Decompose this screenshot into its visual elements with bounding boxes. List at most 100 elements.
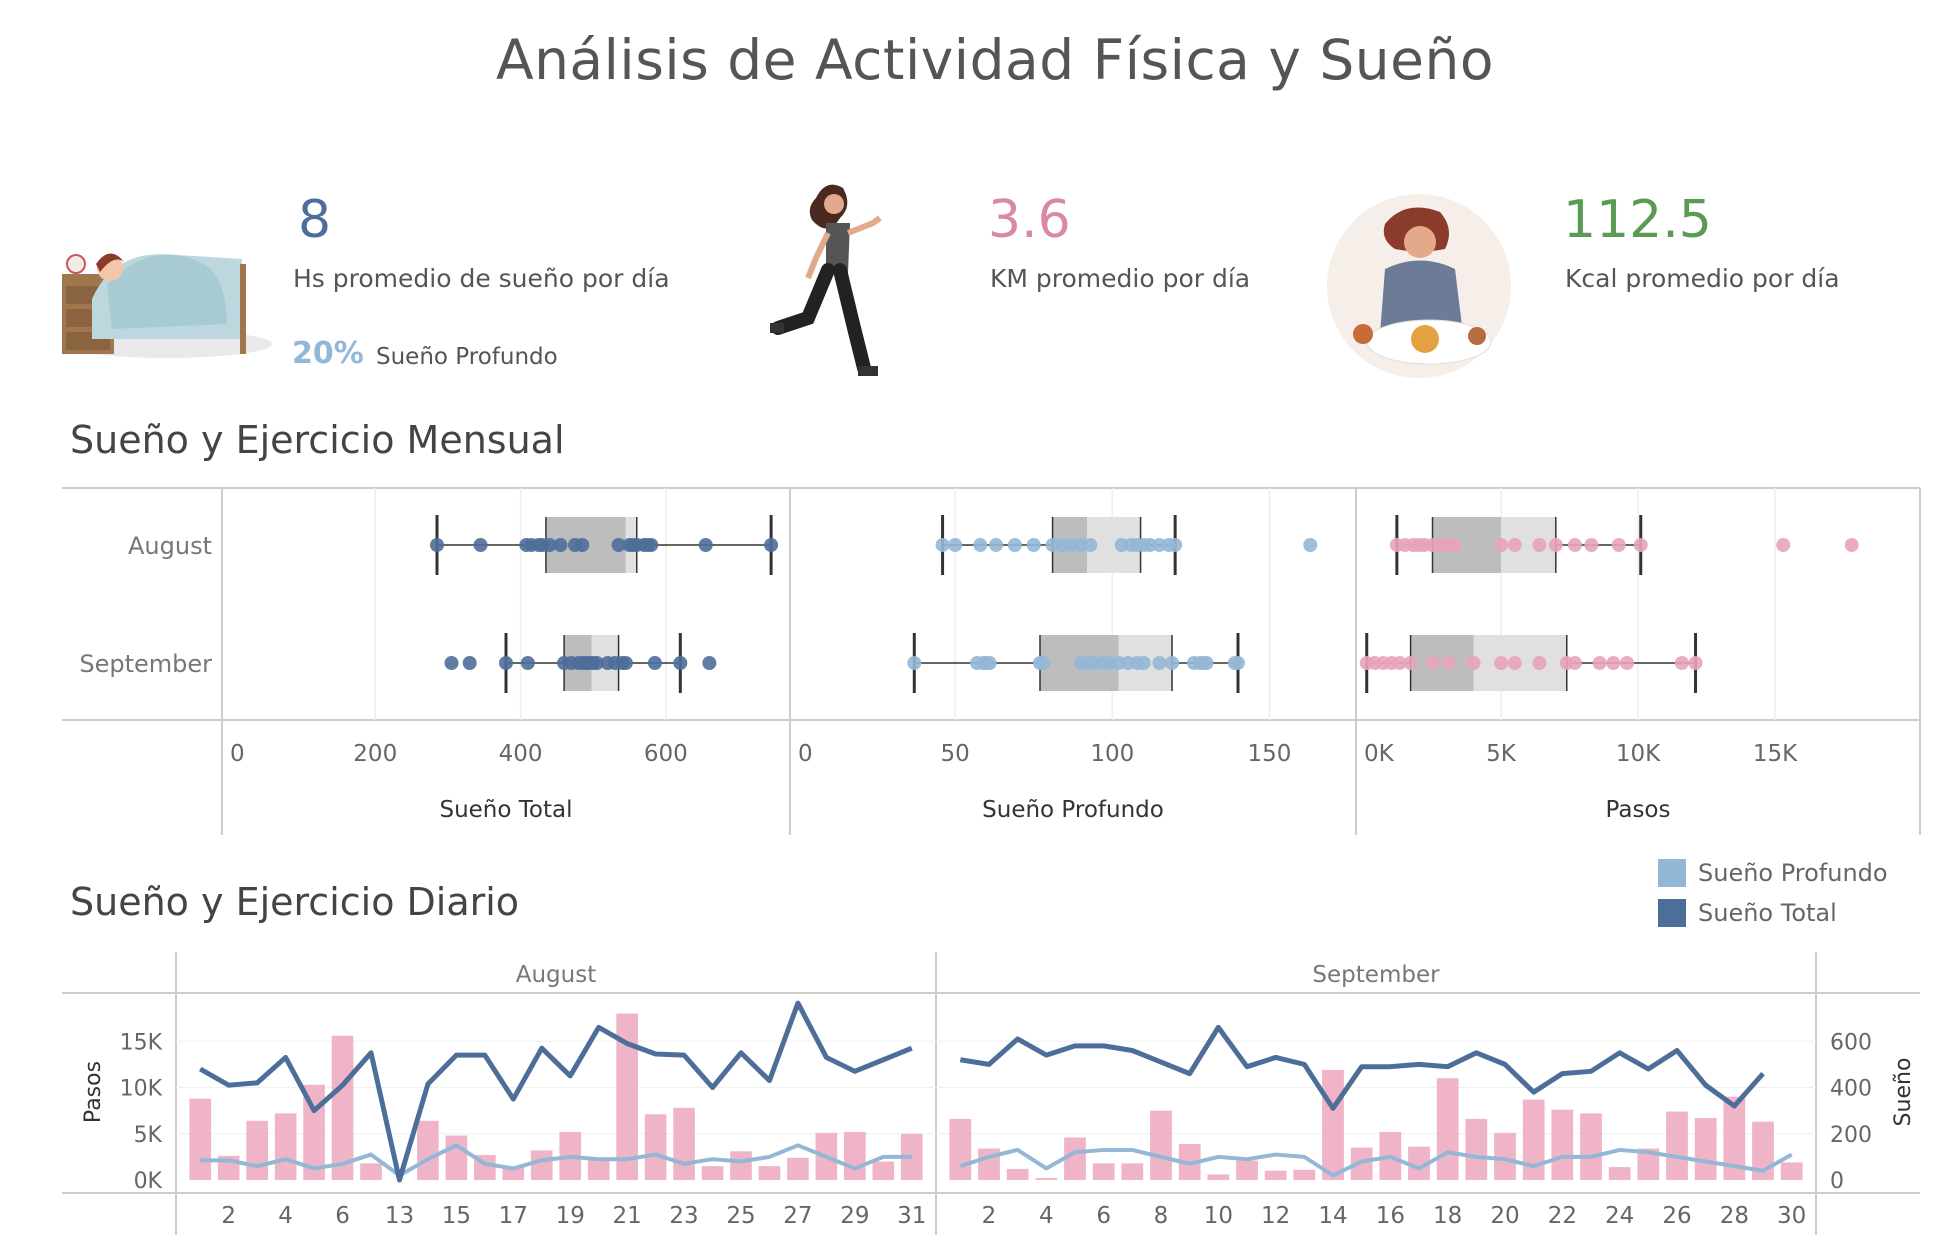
data-point [1688, 656, 1703, 670]
kcal-value: 112.5 [1563, 190, 1712, 250]
steps-bar [1322, 1069, 1344, 1180]
data-point [702, 656, 717, 670]
x-tick-label: 22 [1548, 1203, 1577, 1229]
steps-bar [445, 1135, 468, 1180]
data-point [1674, 656, 1689, 670]
x-tick-label: 23 [669, 1203, 698, 1229]
deep-sleep-line [200, 1143, 912, 1178]
steps-bar [701, 1166, 724, 1180]
row-label: August [128, 532, 212, 560]
x-tick-label: 25 [726, 1203, 755, 1229]
x-tick-label: 24 [1605, 1203, 1634, 1229]
data-point [989, 538, 1003, 552]
data-point [1507, 656, 1522, 670]
x-tick-label: 12 [1261, 1203, 1290, 1229]
data-point [1392, 656, 1407, 670]
x-tick-label: 6 [1096, 1203, 1111, 1229]
steps-bar [1064, 1137, 1086, 1180]
steps-bar [1637, 1148, 1660, 1180]
data-point [1136, 656, 1151, 670]
data-point [764, 538, 779, 552]
steps-bar [1580, 1113, 1602, 1180]
steps-bar [1551, 1109, 1574, 1180]
data-point [589, 656, 604, 670]
data-point [673, 656, 688, 670]
data-point [1611, 538, 1626, 552]
steps-bar [1436, 1078, 1459, 1180]
steps-bar [730, 1151, 752, 1180]
data-point [1620, 656, 1635, 670]
x-tick-label: 29 [840, 1203, 869, 1229]
data-point [1441, 656, 1456, 670]
x-tick-label: 200 [353, 741, 397, 767]
data-point [618, 656, 633, 670]
data-point [982, 656, 997, 670]
data-point [698, 538, 713, 552]
y-right-tick-label: 0 [1830, 1169, 1844, 1194]
data-point [1231, 656, 1245, 670]
data-point [1532, 656, 1547, 670]
data-point [1592, 656, 1607, 670]
sleep-hours-label: Hs promedio de sueño por día [293, 264, 670, 293]
legend-label: Sueño Profundo [1698, 859, 1888, 887]
data-point [499, 656, 513, 670]
x-tick-label: 10K [1616, 741, 1661, 767]
y-right-tick-label: 600 [1830, 1030, 1872, 1055]
legend-label: Sueño Total [1698, 899, 1837, 927]
data-point [1507, 538, 1522, 552]
legend-swatch [1658, 859, 1686, 887]
steps-bar [1150, 1110, 1172, 1180]
data-point [644, 538, 659, 552]
kcal-label: Kcal promedio por día [1565, 264, 1840, 293]
y-left-tick-label: 10K [120, 1077, 163, 1102]
monthly-section-title: Sueño y Ejercicio Mensual [70, 418, 565, 462]
data-point [973, 538, 988, 552]
steps-bar [1694, 1118, 1717, 1180]
data-point [1026, 538, 1041, 552]
y-left-tick-label: 0K [134, 1169, 163, 1194]
y-left-tick-label: 15K [120, 1030, 163, 1055]
steps-bar [1264, 1170, 1287, 1180]
x-tick-label: 13 [385, 1203, 414, 1229]
steps-bar [900, 1133, 923, 1180]
data-point [1776, 538, 1791, 552]
x-tick-label: 26 [1662, 1203, 1691, 1229]
data-point [1083, 538, 1098, 552]
data-point [1494, 656, 1508, 670]
row-label: September [79, 650, 212, 678]
y-left-tick-label: 5K [134, 1123, 163, 1148]
data-point [444, 656, 459, 670]
steps-bar [673, 1107, 695, 1180]
data-point [907, 656, 922, 670]
steps-bar [872, 1161, 895, 1180]
x-tick-label: 21 [613, 1203, 642, 1229]
data-point [1606, 656, 1621, 670]
x-tick-label: 2 [982, 1203, 997, 1229]
x-tick-label: 16 [1376, 1203, 1405, 1229]
x-tick-label: 600 [644, 741, 688, 767]
steps-bar [1293, 1169, 1316, 1180]
steps-bar [1494, 1132, 1516, 1180]
data-point [1425, 656, 1440, 670]
x-tick-label: 19 [556, 1203, 585, 1229]
data-point [1165, 656, 1179, 670]
steps-bar [1350, 1147, 1373, 1180]
data-point [1584, 538, 1599, 552]
data-point [1303, 538, 1318, 552]
running-woman-illustration [770, 184, 882, 376]
legend-item-total-sleep: Sueño Total [1658, 893, 1888, 933]
deep-sleep-percent: 20% [292, 336, 364, 371]
steps-bar [274, 1113, 297, 1180]
data-point [1036, 656, 1051, 670]
daily-section-title: Sueño y Ejercicio Diario [70, 880, 520, 924]
total-sleep-line [198, 1000, 913, 1183]
x-tick-label: 0K [1364, 741, 1395, 767]
steps-bar [587, 1157, 610, 1180]
legend-swatch [1658, 899, 1686, 927]
x-tick-label: 400 [499, 741, 543, 767]
steps-bar [530, 1150, 553, 1180]
data-point [553, 538, 568, 552]
steps-bar [417, 1120, 439, 1180]
